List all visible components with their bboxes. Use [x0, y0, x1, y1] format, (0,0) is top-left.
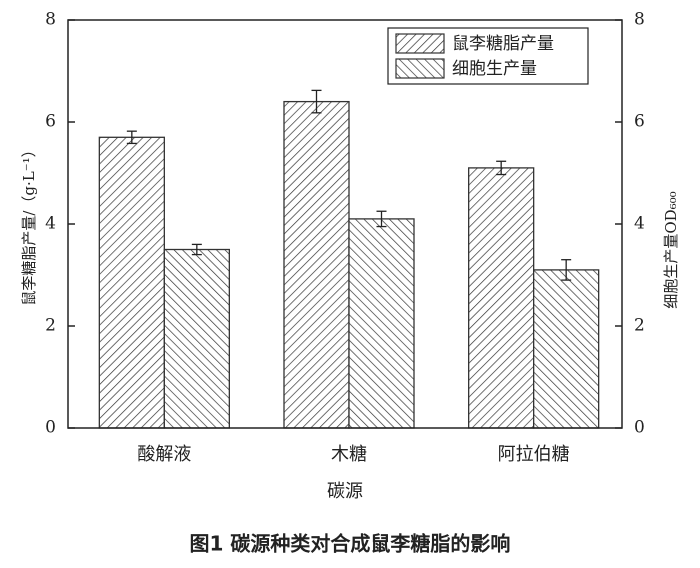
bar	[283, 100, 350, 429]
legend-swatch	[395, 33, 445, 54]
error-bar	[561, 259, 572, 281]
bar	[98, 136, 165, 429]
y-axis-label: 鼠李糖脂产量/（g·L⁻¹）	[20, 142, 38, 305]
bar	[348, 218, 415, 429]
bar	[533, 269, 600, 429]
plot-frame	[67, 19, 623, 429]
y-tick-label: 8	[45, 10, 56, 30]
x-tick-label: 酸解液	[137, 444, 191, 465]
y2-tick-label: 6	[634, 112, 645, 132]
error-bar	[191, 243, 202, 256]
y-tick-label: 0	[45, 418, 56, 438]
x-tick-label: 木糖	[331, 444, 367, 465]
bar	[468, 167, 535, 429]
y-tick-label: 6	[45, 112, 56, 132]
y2-tick-label: 8	[634, 10, 645, 30]
bar	[163, 248, 230, 429]
x-tick-label: 阿拉伯糖	[498, 444, 570, 465]
caption: 图1 碳源种类对合成鼠李糖脂的影响	[190, 532, 511, 556]
x-axis-label: 碳源	[327, 481, 363, 502]
legend-swatch	[395, 58, 445, 79]
legend-label: 细胞生产量	[452, 59, 537, 79]
error-bar	[126, 130, 137, 145]
y-tick-label: 2	[45, 316, 56, 336]
y2-tick-label: 2	[634, 316, 645, 336]
error-bar	[311, 89, 322, 114]
legend-label: 鼠李糖脂产量	[452, 34, 554, 54]
error-bar	[376, 210, 387, 228]
y-tick-label: 4	[45, 214, 56, 234]
y2-axis-label: 细胞生产量OD₆₀₀	[662, 191, 680, 308]
error-bar	[496, 160, 507, 176]
y2-tick-label: 0	[634, 418, 645, 438]
y2-tick-label: 4	[634, 214, 645, 234]
